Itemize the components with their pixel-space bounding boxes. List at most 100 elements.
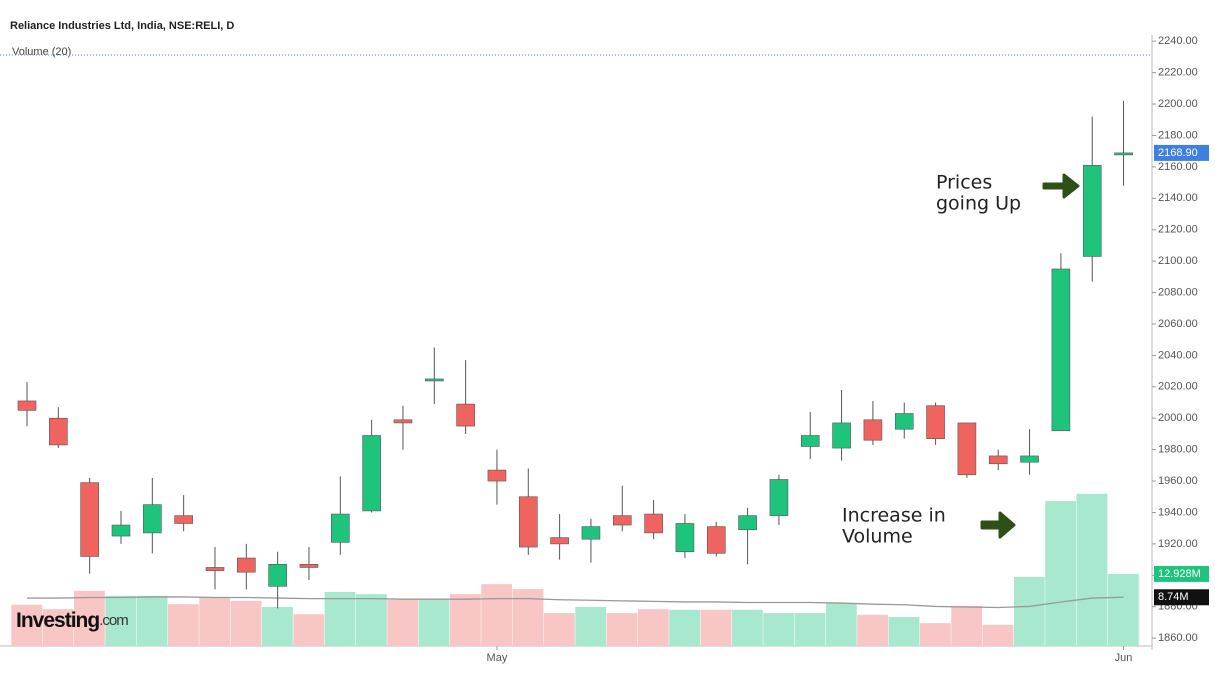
volume-bar bbox=[230, 600, 262, 646]
volume-layer bbox=[11, 493, 1139, 646]
x-tick-label: May bbox=[487, 652, 508, 664]
candle-body bbox=[644, 513, 663, 534]
candle-body bbox=[80, 482, 99, 557]
volume-bar bbox=[637, 609, 669, 646]
volume-bar bbox=[1013, 576, 1045, 646]
candle-body bbox=[487, 469, 507, 482]
candle-body bbox=[456, 403, 475, 427]
x-tick-label: Jun bbox=[1115, 652, 1133, 664]
y-tick-label: 2140.00 bbox=[1158, 192, 1198, 204]
volume-bar bbox=[481, 584, 513, 646]
volume-bar bbox=[293, 614, 325, 646]
candle-body bbox=[550, 537, 569, 545]
volume-bar bbox=[136, 595, 168, 646]
volume-bar bbox=[418, 599, 450, 646]
candle-body bbox=[581, 526, 601, 540]
candle-body bbox=[1114, 152, 1133, 156]
y-tick-label: 2220.00 bbox=[1158, 67, 1198, 79]
candle-body bbox=[174, 515, 193, 524]
volume-bar bbox=[763, 613, 795, 646]
volume-bar bbox=[42, 609, 74, 646]
annotation: going Up bbox=[936, 193, 1021, 215]
candle-body bbox=[800, 435, 820, 447]
annotation: Increase in bbox=[842, 505, 946, 527]
candle-body bbox=[769, 479, 789, 516]
y-tick-label: 2080.00 bbox=[1158, 286, 1198, 298]
price-layer bbox=[17, 100, 1133, 609]
volume-bar bbox=[324, 591, 356, 646]
candle-body bbox=[143, 504, 162, 534]
volume-bar bbox=[700, 609, 732, 646]
annotation: Prices bbox=[936, 172, 992, 194]
y-tick-label: 2000.00 bbox=[1158, 412, 1198, 424]
last-volume-label-box bbox=[1154, 565, 1209, 582]
volume-bar bbox=[261, 606, 293, 646]
arrow bbox=[1042, 173, 1080, 199]
candle-body bbox=[832, 422, 851, 449]
y-tick-label: 1860.00 bbox=[1158, 632, 1198, 644]
candle-body bbox=[706, 526, 726, 554]
candle-body bbox=[424, 378, 444, 382]
candle-body bbox=[49, 417, 68, 446]
volume-bar bbox=[387, 599, 419, 646]
volume-bar bbox=[575, 606, 607, 646]
candle-body bbox=[393, 419, 413, 424]
candle-body bbox=[111, 524, 131, 537]
volume-bar bbox=[167, 604, 199, 646]
volume-bar bbox=[731, 609, 763, 646]
volume-bar bbox=[1076, 493, 1108, 646]
volume-ma-line bbox=[27, 596, 1124, 609]
candle-body bbox=[237, 557, 256, 573]
y-tick-label: 2160.00 bbox=[1158, 161, 1198, 173]
y-tick-label: 2120.00 bbox=[1158, 224, 1198, 236]
volume-bar bbox=[669, 609, 701, 646]
candle-body bbox=[612, 515, 632, 526]
candle-body bbox=[1020, 455, 1039, 463]
volume-bar bbox=[951, 605, 983, 646]
volume-ma-label-box bbox=[1154, 589, 1209, 606]
y-tick-label: 2240.00 bbox=[1158, 35, 1198, 47]
volume-bar bbox=[199, 598, 231, 646]
candle-body bbox=[518, 496, 538, 548]
volume-bar bbox=[888, 617, 920, 646]
candle-body bbox=[926, 405, 945, 439]
candle-body bbox=[863, 419, 883, 441]
logo: Investing.com bbox=[16, 609, 128, 632]
y-tick-label: 1980.00 bbox=[1158, 444, 1198, 456]
candle-body bbox=[894, 413, 914, 430]
volume-bar bbox=[857, 614, 889, 646]
y-tick-label: 2180.00 bbox=[1158, 129, 1198, 141]
last-volume-label: 12.928M bbox=[1158, 568, 1201, 580]
volume-bar bbox=[11, 604, 43, 646]
volume-bar bbox=[825, 603, 857, 646]
candle-body bbox=[205, 567, 225, 571]
candle-body bbox=[1082, 165, 1102, 257]
subtitle: Volume (20) bbox=[12, 46, 71, 58]
volume-bar bbox=[1107, 573, 1139, 646]
candle-body bbox=[675, 523, 695, 553]
candle-body bbox=[738, 515, 757, 531]
candle-body bbox=[988, 455, 1008, 465]
volume-bar bbox=[512, 589, 544, 646]
chart-title: Reliance Industries Ltd, India, NSE:RELI… bbox=[10, 20, 234, 32]
volume-bar bbox=[449, 594, 481, 646]
volume-bar bbox=[794, 613, 826, 646]
candle-body bbox=[268, 564, 287, 587]
y-tick-label: 1920.00 bbox=[1158, 538, 1198, 550]
y-tick-label: 2040.00 bbox=[1158, 349, 1198, 361]
y-tick-label: 2100.00 bbox=[1158, 255, 1198, 267]
candle-body bbox=[1051, 268, 1071, 432]
candle-body bbox=[330, 513, 350, 543]
y-tick-label: 2020.00 bbox=[1158, 381, 1198, 393]
volume-bar bbox=[543, 613, 575, 646]
volume-bar bbox=[982, 624, 1014, 646]
annotation: Volume bbox=[842, 526, 913, 548]
last-price-label: 2168.90 bbox=[1158, 147, 1198, 159]
volume-ma-label: 8.74M bbox=[1158, 591, 1189, 603]
candle-body bbox=[957, 422, 977, 476]
last-price-label-box bbox=[1154, 144, 1209, 161]
y-tick-label: 1940.00 bbox=[1158, 506, 1198, 518]
y-tick-label: 2200.00 bbox=[1158, 98, 1198, 110]
volume-bar bbox=[1045, 501, 1077, 646]
